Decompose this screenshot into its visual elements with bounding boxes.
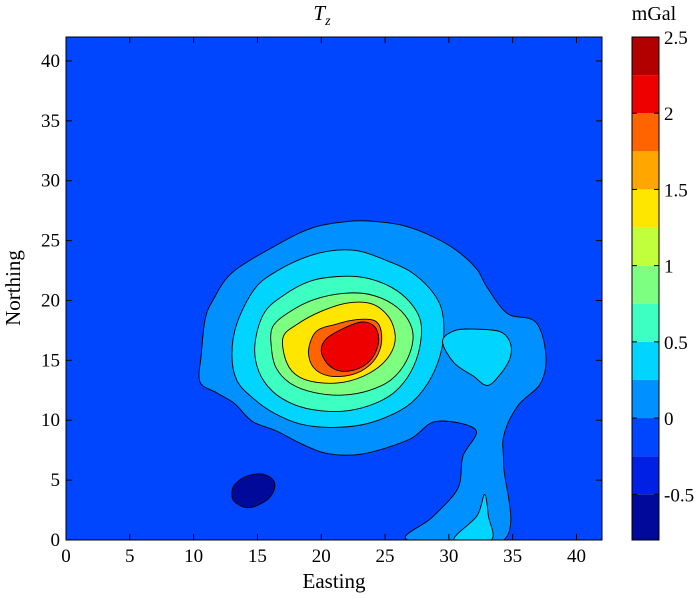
colorbar-band-2 — [632, 418, 659, 457]
colorbar-tick-label: 1 — [664, 257, 674, 278]
y-tick-label: 35 — [41, 111, 60, 132]
colorbar-tick-label: 0 — [664, 409, 674, 430]
colorbar-unit: mGal — [632, 3, 677, 25]
x-tick-label: 25 — [376, 546, 395, 567]
colorbar-tick-label: 0.5 — [664, 333, 688, 354]
colorbar: mGal -0.5 0 0.5 1 1.5 2 2.5 — [631, 3, 694, 541]
chart-title: Tz — [313, 1, 331, 29]
colorbar-band-3 — [632, 379, 659, 419]
plot-frame — [65, 36, 603, 541]
colorbar-frame — [631, 36, 660, 541]
x-tick-label: 35 — [503, 546, 522, 567]
x-axis-label: Easting — [303, 569, 366, 593]
colorbar-tick-label: 2.5 — [664, 28, 688, 49]
x-tick-label: 30 — [439, 546, 458, 567]
colorbar-bands — [632, 37, 659, 540]
chart-title-sub: z — [324, 14, 331, 29]
y-tick-label: 20 — [41, 290, 60, 311]
y-tick-label: 0 — [51, 530, 61, 551]
plot-area: 0 5 10 15 20 25 30 35 40 0 5 10 15 20 25 30 35 40 — [41, 36, 603, 567]
colorbar-band-11 — [632, 75, 659, 114]
colorbar-band-4 — [632, 341, 659, 380]
x-tick-label: 40 — [567, 546, 586, 567]
colorbar-band-1 — [632, 456, 659, 495]
colorbar-band-10 — [632, 113, 659, 152]
x-tick-label: 10 — [184, 546, 203, 567]
colorbar-band-8 — [632, 189, 659, 228]
colorbar-band-0 — [632, 494, 659, 540]
colorbar-band-9 — [632, 151, 659, 190]
x-tick-label: 15 — [248, 546, 267, 567]
y-tick-label: 5 — [51, 470, 61, 491]
colorbar-tick-label: 1.5 — [664, 180, 688, 201]
contour-layer — [198, 220, 547, 540]
colorbar-band-7 — [632, 227, 659, 266]
chart-title-main: T — [313, 1, 326, 25]
x-tick-label: 5 — [125, 546, 135, 567]
y-tick-label: 30 — [41, 171, 60, 192]
y-tick-label: 15 — [41, 350, 60, 371]
colorbar-band-5 — [632, 303, 659, 342]
contour-region-9 — [231, 473, 276, 509]
x-tick-label: 20 — [312, 546, 331, 567]
colorbar-band-6 — [632, 265, 659, 304]
x-tick-label: 0 — [61, 546, 71, 567]
y-tick-label: 25 — [41, 231, 60, 252]
y-axis-label: Northing — [1, 250, 25, 326]
contour-region-2 — [442, 328, 512, 386]
x-axis-ticks: 0 5 10 15 20 25 30 35 40 — [61, 37, 586, 567]
contour-region-3 — [453, 494, 494, 540]
y-tick-label: 10 — [41, 410, 60, 431]
colorbar-tick-label: 2 — [664, 104, 674, 125]
colorbar-ticks: -0.5 0 0.5 1 1.5 2 2.5 — [632, 28, 694, 506]
contour-region-8 — [320, 321, 380, 372]
colorbar-band-12 — [632, 37, 659, 76]
colorbar-tick-label: -0.5 — [664, 485, 694, 506]
y-axis-ticks: 0 5 10 15 20 25 30 35 40 — [41, 51, 602, 551]
y-tick-label: 40 — [41, 51, 60, 72]
